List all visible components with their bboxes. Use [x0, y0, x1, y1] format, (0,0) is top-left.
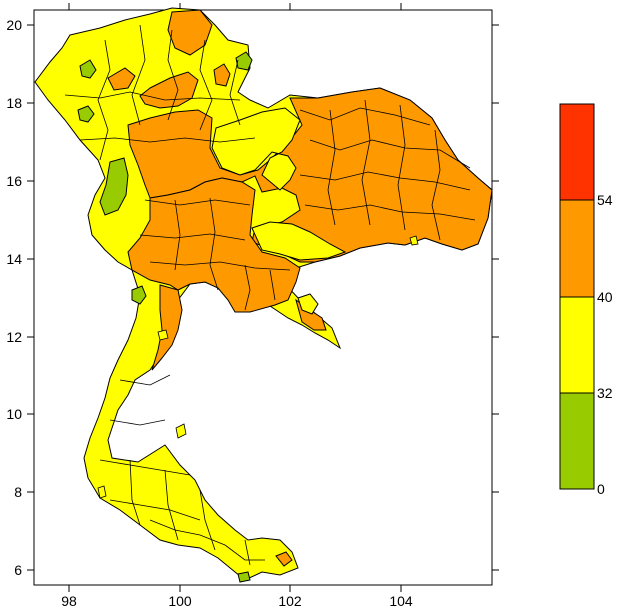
legend-label: 40: [597, 289, 613, 305]
region-green-west-1: [99, 157, 129, 216]
legend-bin-orange: [559, 199, 595, 298]
region-yellow-ne-pocket: [211, 107, 301, 191]
legend-bin-red: [559, 103, 595, 201]
small-islands: [97, 235, 419, 499]
x-tick-label: 104: [389, 593, 413, 609]
x-tick-label: 102: [278, 593, 302, 609]
legend-label: 32: [597, 385, 613, 401]
top-ticks: [68, 3, 402, 10]
y-tick-label: 6: [14, 562, 22, 578]
legend-label: 0: [597, 481, 605, 497]
region-green-nw-1: [79, 59, 97, 79]
y-tick-label: 12: [6, 329, 22, 345]
region-orange-north-1: [167, 9, 213, 56]
y-tick-label: 18: [6, 95, 22, 111]
right-ticks: [492, 24, 499, 571]
legend-bin-green: [559, 392, 595, 490]
bottom-ticks: [68, 585, 402, 592]
legend-bin-yellow: [559, 296, 595, 394]
y-tick-label: 20: [6, 17, 22, 33]
region-green-south-tip: [237, 571, 251, 583]
region-green-nw-2: [77, 105, 95, 123]
legend-label: 54: [597, 192, 613, 208]
region-orange-west-strip: [151, 284, 183, 371]
x-tick-label: 100: [168, 593, 192, 609]
color-bar-legend: 0 32 40 54: [559, 103, 613, 497]
region-yellow-small-east: [297, 293, 319, 315]
province-borders: [64, 24, 476, 566]
region-orange-north-4: [213, 63, 231, 87]
region-orange-lower-central: [127, 177, 301, 313]
y-tick-label: 14: [6, 251, 22, 267]
left-ticks: [27, 24, 34, 571]
y-tick-label: 16: [6, 173, 22, 189]
region-yellow-central-band: [251, 221, 347, 261]
plot-frame: [33, 9, 493, 586]
region-green-north-top: [235, 51, 253, 71]
region-orange-south-spot: [275, 551, 293, 567]
y-tick-label: 10: [6, 406, 22, 422]
x-tick-label: 98: [61, 593, 77, 609]
region-green-west-2: [131, 285, 147, 305]
y-tick-label: 8: [14, 484, 22, 500]
region-orange-north-3: [107, 67, 136, 91]
